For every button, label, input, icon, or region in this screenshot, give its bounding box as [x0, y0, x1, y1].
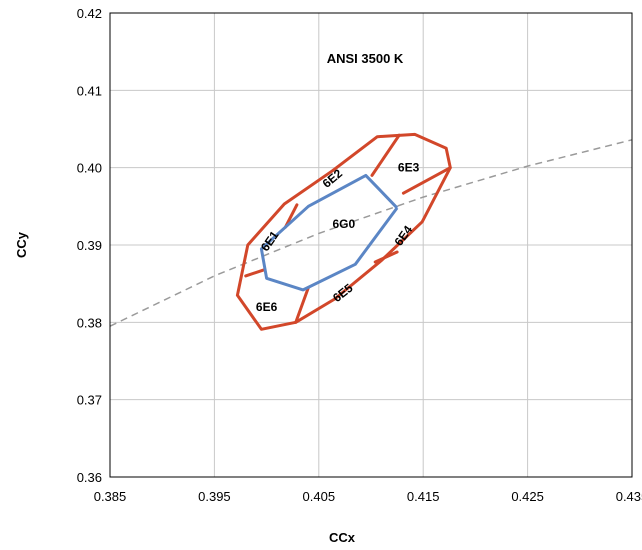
- bin-divider: [401, 166, 452, 195]
- y-tick-label: 0.38: [77, 315, 102, 330]
- bin-divider: [373, 250, 399, 264]
- bin-label-6g0: 6G0: [333, 217, 356, 231]
- x-tick-label: 0.405: [303, 489, 336, 504]
- bin-divider: [244, 268, 266, 278]
- y-tick-label: 0.42: [77, 6, 102, 21]
- x-axis-title: CCx: [329, 530, 356, 545]
- annotation-ansi-3500k: ANSI 3500 K: [327, 51, 404, 66]
- bin-divider: [370, 133, 401, 177]
- y-tick-label: 0.40: [77, 161, 102, 176]
- x-tick-label: 0.395: [198, 489, 231, 504]
- x-tick-label: 0.385: [94, 489, 127, 504]
- bin-divider: [294, 286, 310, 324]
- inner-ellipse: [259, 173, 399, 292]
- y-tick-label: 0.36: [77, 470, 102, 485]
- y-tick-labels: 0.36 0.37 0.38 0.39 0.40 0.41 0.42: [77, 6, 102, 485]
- outer-boundary: [235, 132, 452, 331]
- x-tick-label: 0.415: [407, 489, 440, 504]
- y-tick-label: 0.37: [77, 393, 102, 408]
- x-tick-labels: 0.385 0.395 0.405 0.415 0.425 0.435: [94, 489, 642, 504]
- x-tick-label: 0.435: [616, 489, 642, 504]
- bin-label-6e3: 6E3: [398, 161, 420, 175]
- bin-label-6e6: 6E6: [256, 300, 278, 314]
- y-tick-label: 0.39: [77, 238, 102, 253]
- y-tick-label: 0.41: [77, 83, 102, 98]
- x-tick-label: 0.425: [511, 489, 544, 504]
- y-axis-title: CCy: [14, 231, 29, 258]
- planckian-locus-line: [109, 139, 633, 327]
- plot-area-border: [109, 12, 633, 478]
- series: [109, 132, 633, 331]
